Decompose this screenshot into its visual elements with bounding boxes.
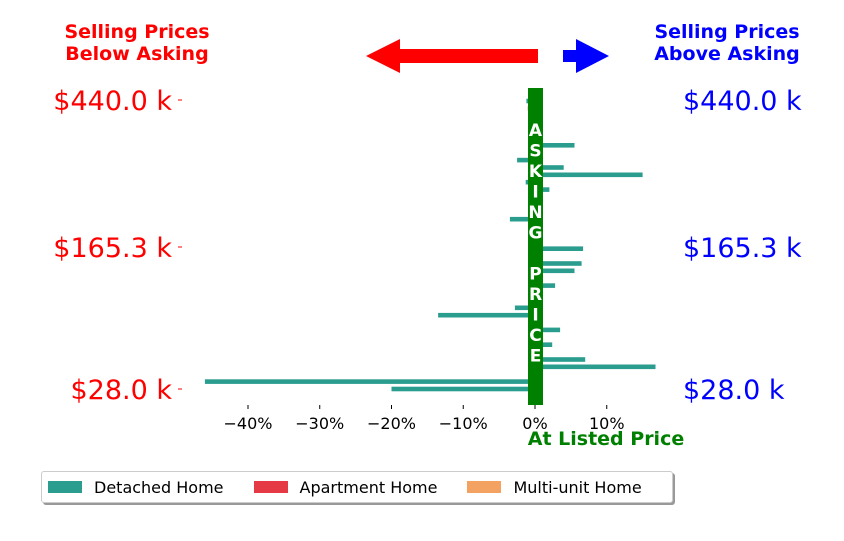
bar-detached-home-8 (535, 246, 584, 251)
right-tick-label-top: $440.0 k (683, 86, 802, 117)
vertical-letter-10: C (529, 326, 541, 346)
vertical-letter-1: S (529, 142, 541, 162)
left-tick-label-bottom: $28.0 k (70, 375, 172, 406)
bar-detached-home-10 (535, 268, 575, 274)
at-listed-price-label: At Listed Price (528, 428, 684, 450)
bar-detached-home-14 (535, 327, 561, 333)
bar-detached-home-19 (391, 386, 535, 392)
legend-label-detached: Detached Home (94, 477, 224, 497)
legend-label-apartment: Apartment Home (299, 477, 438, 497)
x-axis-ticks: −40% −30% −20% −10% 0% 10% (224, 405, 625, 433)
x-tick-label-5: 10% (589, 414, 625, 433)
vertical-letter-3: I (532, 183, 538, 203)
vertical-letter-5: G (529, 224, 543, 244)
legend-swatch-apartment (253, 481, 288, 493)
bar-detached-home-9 (535, 261, 582, 266)
bar-detached-home-17 (535, 364, 656, 370)
right-header-line2: Above Asking (654, 43, 800, 65)
bar-detached-home-12 (514, 305, 535, 311)
right-header-line1: Selling Prices (654, 21, 799, 43)
bar-detached-home-15 (535, 342, 553, 347)
vertical-letter-11: E (530, 347, 542, 367)
x-tick-label-0: −40% (224, 414, 273, 433)
bar-detached-home-13 (438, 312, 535, 318)
left-header-line2: Below Asking (65, 43, 208, 65)
vertical-letter-4: N (528, 203, 542, 223)
left-red-arrow-icon (366, 39, 538, 73)
left-tick-label-mid: $165.3 k (53, 233, 172, 264)
right-blue-arrow-icon (563, 39, 609, 73)
legend-swatch-detached (48, 481, 82, 493)
vertical-letter-9: I (532, 306, 538, 326)
vertical-letter-2: K (529, 162, 543, 182)
bar-detached-home-2 (517, 157, 535, 163)
bar-detached-home-1 (535, 143, 575, 148)
right-tick-label-mid: $165.3 k (683, 233, 802, 264)
legend-swatch-multi (467, 481, 502, 493)
bar-detached-home-4 (535, 172, 643, 178)
legend-label-multi: Multi-unit Home (513, 477, 642, 497)
left-header-line1: Selling Prices (64, 21, 209, 43)
legend-item-apartment: Apartment Home (253, 477, 438, 497)
legend-item-multi: Multi-unit Home (467, 477, 642, 497)
bar-detached-home-3 (535, 165, 564, 170)
x-tick-label-1: −30% (295, 414, 344, 433)
bar-detached-home-18 (204, 379, 535, 384)
bar-detached-home-7 (509, 216, 535, 222)
vertical-letter-7: P (529, 265, 541, 285)
vertical-letter-8: R (529, 285, 542, 305)
legend-item-detached: Detached Home (48, 478, 224, 497)
vertical-letter-0: A (529, 121, 543, 141)
bar-detached-home-16 (535, 357, 586, 362)
asking-price-center-bar (528, 88, 543, 405)
x-tick-label-4: 0% (522, 414, 547, 433)
right-tick-label-bottom: $28.0 k (683, 375, 785, 406)
left-tick-label-top: $440.0 k (53, 86, 172, 117)
x-tick-label-3: −10% (439, 414, 488, 433)
bars-layer (204, 98, 656, 392)
bar-detached-home-11 (535, 283, 556, 288)
legend: Detached Home Apartment Home Multi-unit … (41, 471, 673, 503)
x-tick-label-2: −20% (367, 414, 416, 433)
